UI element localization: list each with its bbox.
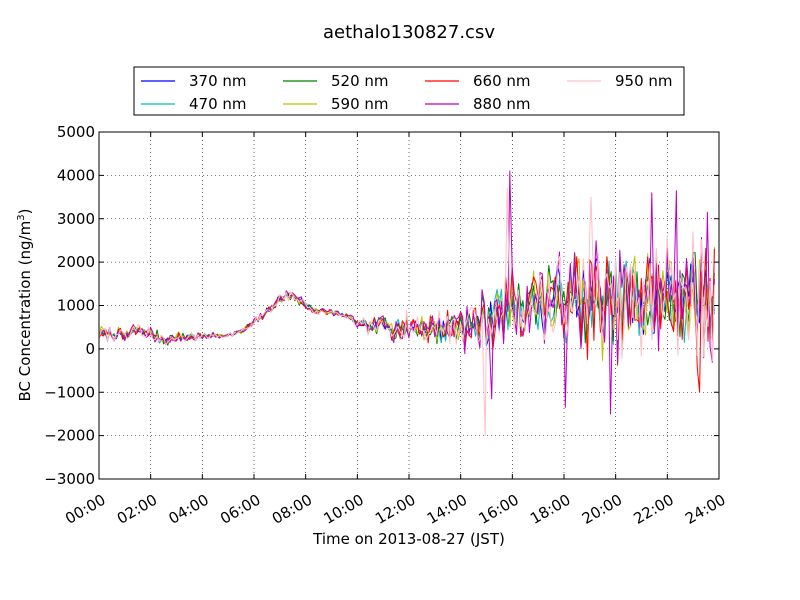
legend-label: 590 nm [331, 95, 389, 113]
series-line-660-nm [99, 247, 715, 393]
legend-label: 880 nm [473, 95, 531, 113]
chart-title: aethalo130827.csv [323, 22, 495, 43]
y-tick-label: 5000 [57, 123, 95, 141]
series-line-950-nm [99, 187, 715, 437]
legend-label: 470 nm [189, 95, 247, 113]
y-axis-label-superscript: 3 [16, 214, 27, 220]
y-axis-label: BC Concentration (ng/m3) [16, 209, 34, 402]
series-line-880-nm [99, 170, 715, 415]
y-tick-labels: −3000 −2000 −1000 0 1000 2000 3000 4000 5000 [44, 123, 95, 488]
x-axis-label: Time on 2013-08-27 (JST) [312, 530, 505, 548]
y-tick-label: 1000 [57, 297, 95, 315]
legend: 370 nm 470 nm 520 nm 590 nm 660 nm 880 nm 950 … [133, 66, 685, 116]
ticks [98, 131, 720, 480]
y-tick-label: −2000 [44, 427, 95, 445]
y-tick-label: 3000 [57, 210, 95, 228]
y-axis-label-close: ) [16, 209, 34, 215]
y-tick-label: 2000 [57, 253, 95, 271]
legend-label: 660 nm [473, 72, 531, 90]
y-tick-label: 4000 [57, 166, 95, 184]
legend-label: 950 nm [615, 72, 673, 90]
legend-frame [133, 66, 685, 116]
y-axis-label-main: BC Concentration (ng/m [16, 221, 34, 402]
legend-label: 520 nm [331, 72, 389, 90]
y-tick-label: −3000 [44, 470, 95, 488]
y-tick-label: 0 [85, 340, 95, 358]
series-layer [99, 170, 715, 437]
y-tick-label: −1000 [44, 383, 95, 401]
legend-label: 370 nm [189, 72, 247, 90]
